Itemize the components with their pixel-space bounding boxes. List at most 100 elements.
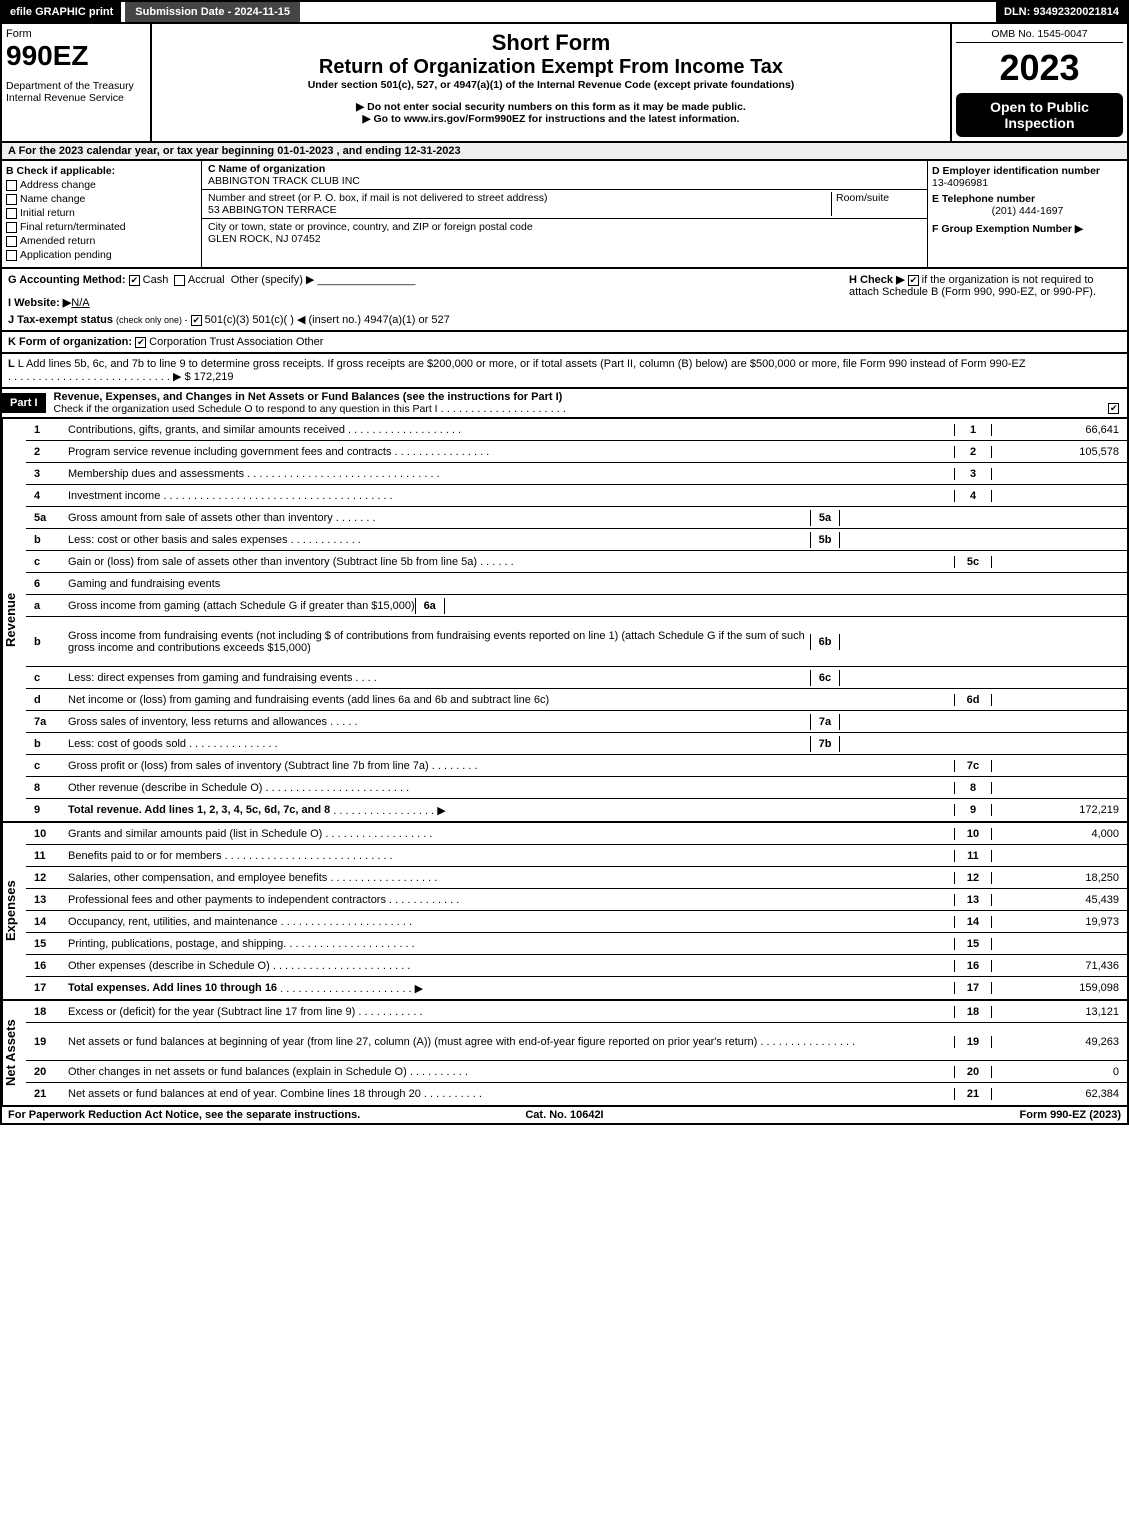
chk-initial-return[interactable]: Initial return xyxy=(6,207,197,219)
line-13: 13Professional fees and other payments t… xyxy=(26,889,1127,911)
val-9: 172,219 xyxy=(992,804,1127,816)
b-label: B Check if applicable: xyxy=(6,165,197,177)
line-7b: bLess: cost of goods sold . . . . . . . … xyxy=(26,733,1127,755)
line-7a: 7aGross sales of inventory, less returns… xyxy=(26,711,1127,733)
line-8: 8Other revenue (describe in Schedule O) … xyxy=(26,777,1127,799)
val-16: 71,436 xyxy=(992,960,1127,972)
chk-application-pending[interactable]: Application pending xyxy=(6,249,197,261)
val-14: 19,973 xyxy=(992,916,1127,928)
vtab-expenses: Expenses xyxy=(2,823,26,999)
section-a-period: A For the 2023 calendar year, or tax yea… xyxy=(0,143,1129,161)
org-name: ABBINGTON TRACK CLUB INC xyxy=(208,175,360,187)
form-number: 990EZ xyxy=(6,40,146,72)
l-gross-receipts: L L Add lines 5b, 6c, and 7b to line 9 t… xyxy=(0,354,1129,389)
efile-label[interactable]: efile GRAPHIC print xyxy=(2,2,121,22)
open-to-public: Open to Public Inspection xyxy=(956,93,1123,137)
line-10: 10Grants and similar amounts paid (list … xyxy=(26,823,1127,845)
city-label: City or town, state or province, country… xyxy=(208,221,533,233)
e-tel-label: E Telephone number xyxy=(932,193,1123,205)
i-website: I Website: ▶N/A xyxy=(8,296,841,309)
h-check: H Check ▶ if the organization is not req… xyxy=(841,273,1121,326)
c-name-label: C Name of organization xyxy=(208,163,325,175)
ein-value: 13-4096981 xyxy=(932,177,1123,189)
footer-right: Form 990-EZ (2023) xyxy=(750,1109,1121,1121)
val-19: 49,263 xyxy=(992,1036,1127,1048)
revenue-table: Revenue 1Contributions, gifts, grants, a… xyxy=(0,419,1129,823)
part-i-tag: Part I xyxy=(2,393,46,413)
val-12: 18,250 xyxy=(992,872,1127,884)
f-group-label: F Group Exemption Number ▶ xyxy=(932,223,1123,235)
topbar: efile GRAPHIC print Submission Date - 20… xyxy=(0,0,1129,24)
col-c-org-info: C Name of organization ABBINGTON TRACK C… xyxy=(202,161,927,267)
room-suite-label: Room/suite xyxy=(831,192,921,216)
chk-corporation[interactable] xyxy=(135,337,146,348)
org-address: 53 ABBINGTON TERRACE xyxy=(208,204,337,216)
submission-date: Submission Date - 2024-11-15 xyxy=(125,2,300,22)
form-header: Form 990EZ Department of the Treasury In… xyxy=(0,24,1129,143)
vtab-revenue: Revenue xyxy=(2,419,26,821)
line-7c: cGross profit or (loss) from sales of in… xyxy=(26,755,1127,777)
line-3: 3Membership dues and assessments . . . .… xyxy=(26,463,1127,485)
dept: Department of the Treasury Internal Reve… xyxy=(6,80,146,104)
addr-row: Number and street (or P. O. box, if mail… xyxy=(202,190,927,219)
under-section: Under section 501(c), 527, or 4947(a)(1)… xyxy=(158,79,944,91)
chk-schedule-o[interactable] xyxy=(1108,403,1119,414)
vtab-netassets: Net Assets xyxy=(2,1001,26,1105)
line-6: 6Gaming and fundraising events xyxy=(26,573,1127,595)
part-i-check: Check if the organization used Schedule … xyxy=(54,403,438,415)
val-20: 0 xyxy=(992,1066,1127,1078)
goto-link[interactable]: ▶ Go to www.irs.gov/Form990EZ for instru… xyxy=(158,113,944,125)
line-19: 19Net assets or fund balances at beginni… xyxy=(26,1023,1127,1061)
line-5a: 5aGross amount from sale of assets other… xyxy=(26,507,1127,529)
j-tax-exempt: J Tax-exempt status (check only one) - 5… xyxy=(8,313,841,326)
omb-number: OMB No. 1545-0047 xyxy=(956,28,1123,43)
org-name-row: C Name of organization ABBINGTON TRACK C… xyxy=(202,161,927,190)
line-21: 21Net assets or fund balances at end of … xyxy=(26,1083,1127,1105)
header-left: Form 990EZ Department of the Treasury In… xyxy=(2,24,152,141)
part-i-header: Part I Revenue, Expenses, and Changes in… xyxy=(0,389,1129,419)
line-2: 2Program service revenue including gover… xyxy=(26,441,1127,463)
chk-accrual[interactable] xyxy=(174,275,185,286)
addr-label: Number and street (or P. O. box, if mail… xyxy=(208,192,547,204)
chk-cash[interactable] xyxy=(129,275,140,286)
chk-h-schedule-b[interactable] xyxy=(908,275,919,286)
title-main: Return of Organization Exempt From Incom… xyxy=(158,56,944,79)
netassets-table: Net Assets 18Excess or (deficit) for the… xyxy=(0,1001,1129,1107)
col-b-checkboxes: B Check if applicable: Address change Na… xyxy=(2,161,202,267)
val-10: 4,000 xyxy=(992,828,1127,840)
section-bcd: B Check if applicable: Address change Na… xyxy=(0,161,1129,269)
line-1: 1Contributions, gifts, grants, and simil… xyxy=(26,419,1127,441)
line-18: 18Excess or (deficit) for the year (Subt… xyxy=(26,1001,1127,1023)
line-16: 16Other expenses (describe in Schedule O… xyxy=(26,955,1127,977)
line-5b: bLess: cost or other basis and sales exp… xyxy=(26,529,1127,551)
chk-name-change[interactable]: Name change xyxy=(6,193,197,205)
city-row: City or town, state or province, country… xyxy=(202,219,927,247)
section-ghij: G Accounting Method: Cash Accrual Other … xyxy=(0,269,1129,332)
val-13: 45,439 xyxy=(992,894,1127,906)
val-21: 62,384 xyxy=(992,1088,1127,1100)
form-label: Form xyxy=(6,28,146,40)
expenses-table: Expenses 10Grants and similar amounts pa… xyxy=(0,823,1129,1001)
line-14: 14Occupancy, rent, utilities, and mainte… xyxy=(26,911,1127,933)
chk-501c3[interactable] xyxy=(191,315,202,326)
chk-amended-return[interactable]: Amended return xyxy=(6,235,197,247)
val-2: 105,578 xyxy=(992,446,1127,458)
val-1: 66,641 xyxy=(992,424,1127,436)
no-ssn-warning: ▶ Do not enter social security numbers o… xyxy=(158,101,944,113)
d-ein-label: D Employer identification number xyxy=(932,165,1123,177)
chk-final-return[interactable]: Final return/terminated xyxy=(6,221,197,233)
line-6a: aGross income from gaming (attach Schedu… xyxy=(26,595,1127,617)
tax-year: 2023 xyxy=(956,47,1123,89)
footer-center: Cat. No. 10642I xyxy=(379,1109,750,1121)
title-short-form: Short Form xyxy=(158,30,944,56)
line-4: 4Investment income . . . . . . . . . . .… xyxy=(26,485,1127,507)
val-18: 13,121 xyxy=(992,1006,1127,1018)
page-footer: For Paperwork Reduction Act Notice, see … xyxy=(0,1107,1129,1125)
line-5c: cGain or (loss) from sale of assets othe… xyxy=(26,551,1127,573)
k-form-org: K Form of organization: Corporation Trus… xyxy=(0,332,1129,354)
header-right: OMB No. 1545-0047 2023 Open to Public In… xyxy=(952,24,1127,141)
line-17: 17Total expenses. Add lines 10 through 1… xyxy=(26,977,1127,999)
chk-address-change[interactable]: Address change xyxy=(6,179,197,191)
header-center: Short Form Return of Organization Exempt… xyxy=(152,24,952,141)
line-15: 15Printing, publications, postage, and s… xyxy=(26,933,1127,955)
